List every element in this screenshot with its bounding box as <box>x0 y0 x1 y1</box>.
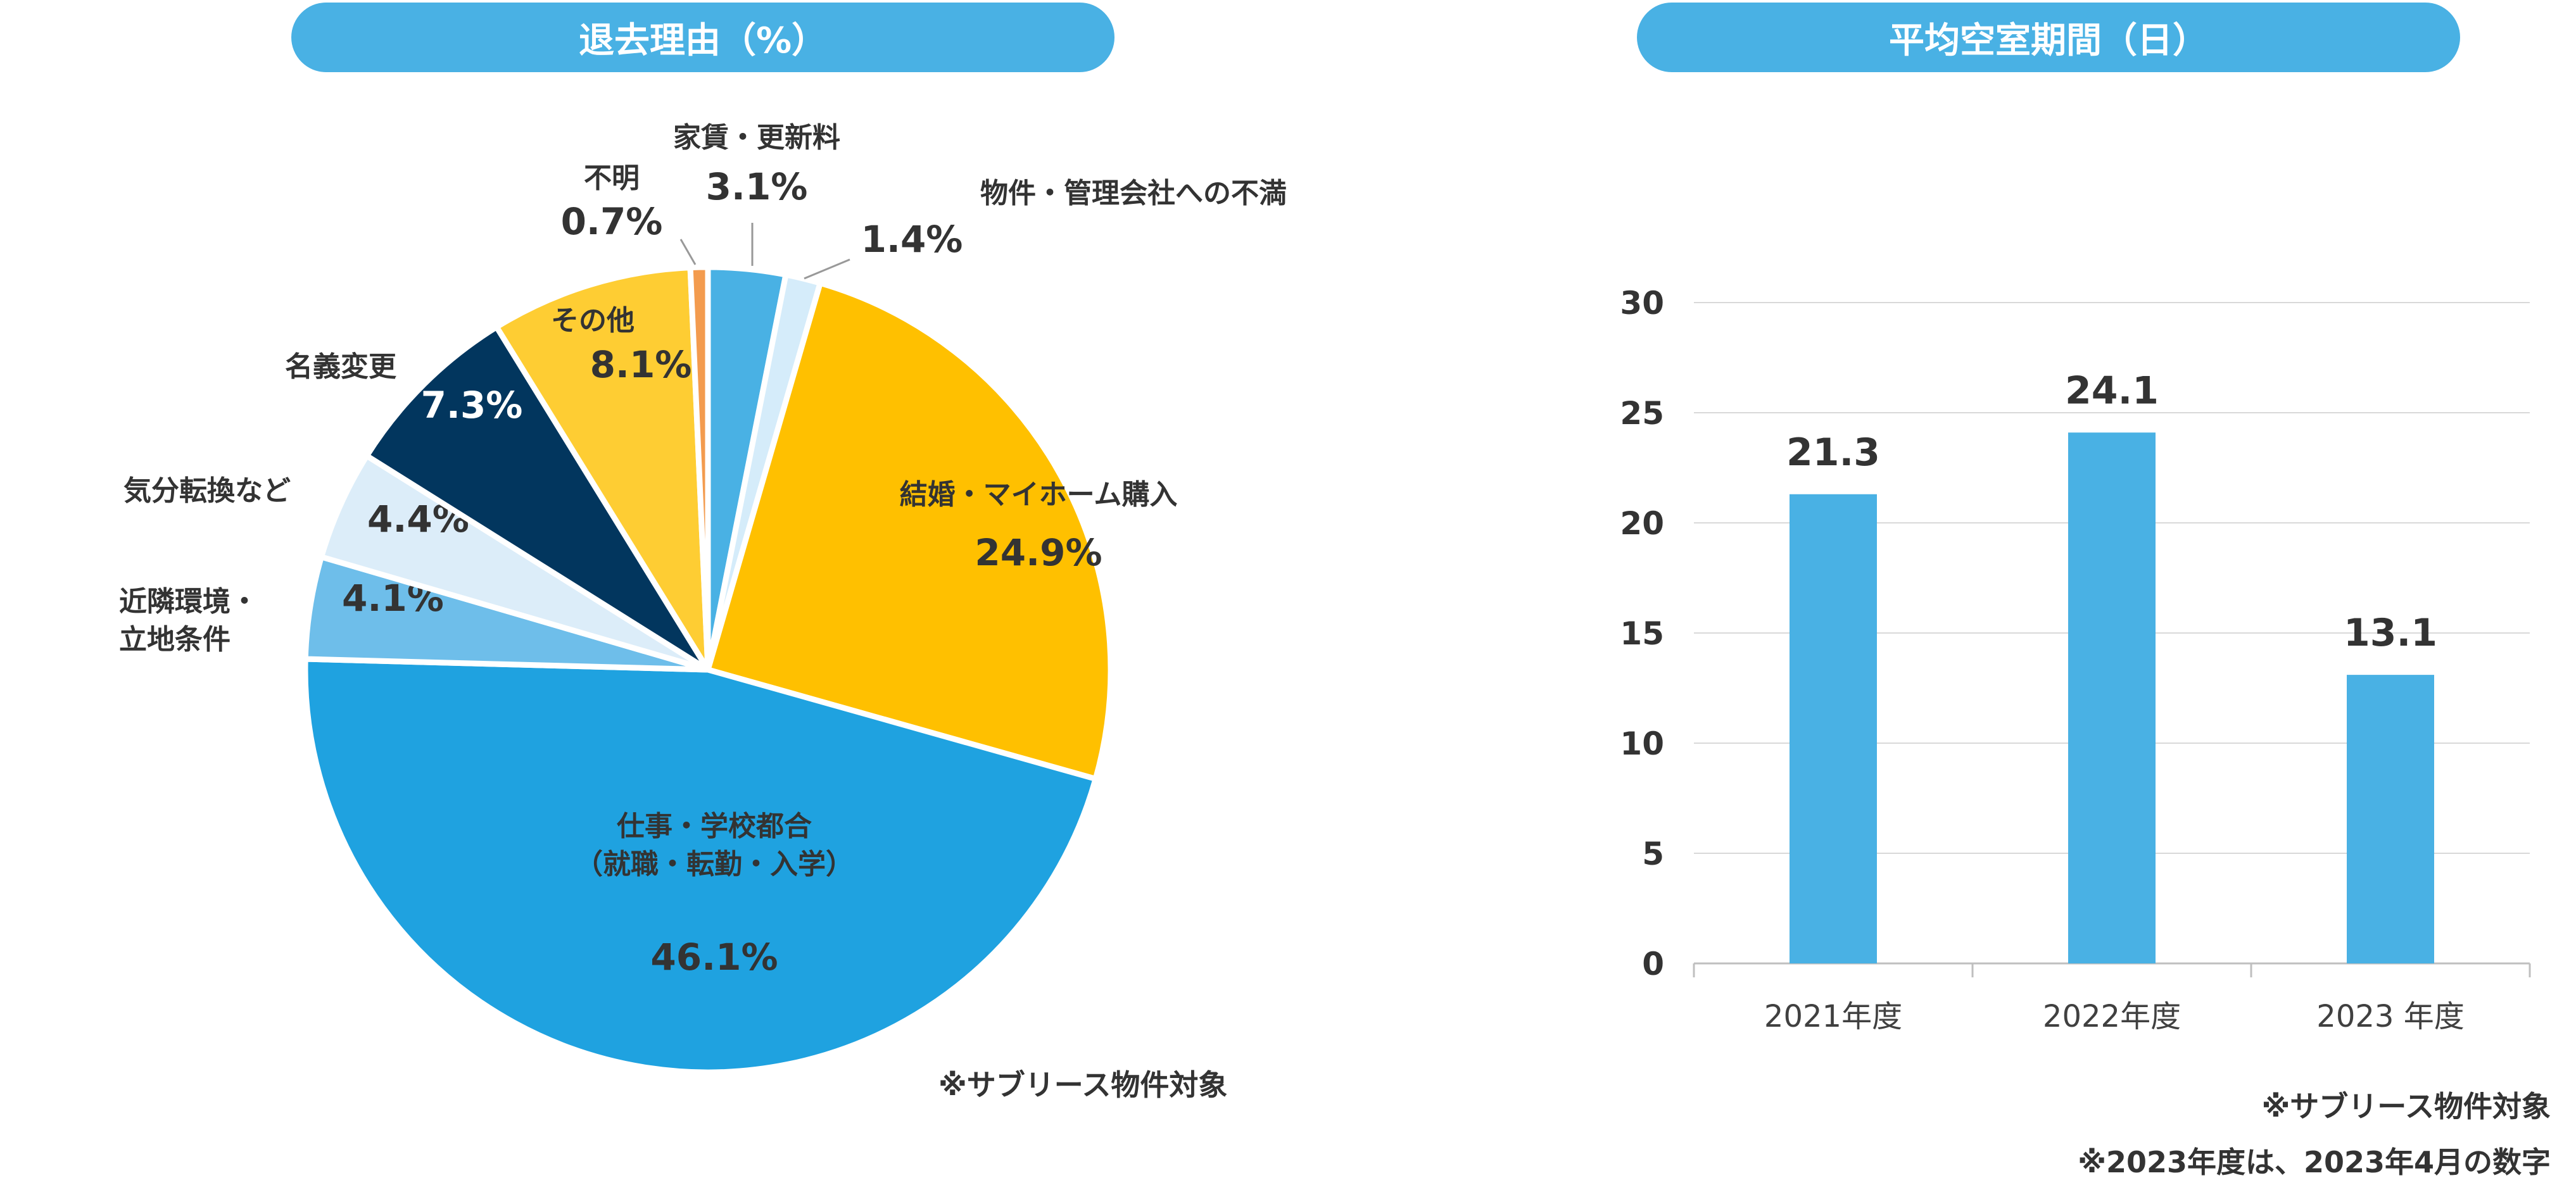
slice-value-label: 8.1% <box>590 343 692 386</box>
y-tick-label: 30 <box>1620 285 1664 322</box>
pie-slice <box>705 280 1114 782</box>
bar-value-label: 21.3 <box>1786 430 1880 475</box>
slice-label: 不明 <box>584 162 640 194</box>
slice-value-label: 0.7% <box>561 200 663 243</box>
bar-chart-title: 平均空室期間（日） <box>1637 3 2460 72</box>
slice-value-label: 1.4% <box>861 218 963 261</box>
leader-line <box>804 258 850 280</box>
slice-label: 家賃・更新料 <box>673 122 840 154</box>
slice-label: その他 <box>551 304 635 337</box>
slice-value-label: 46.1% <box>650 936 778 979</box>
y-tick-label: 25 <box>1620 395 1664 432</box>
y-tick-label: 5 <box>1642 836 1664 872</box>
pie-slice <box>687 264 711 673</box>
slice-label: 結婚・マイホーム購入 <box>900 479 1178 511</box>
slice-label: 気分転換など <box>123 475 291 507</box>
bar <box>1790 494 1877 963</box>
slice-label: 仕事・学校都合 <box>617 810 812 843</box>
x-tick-label: 2022年度 <box>2043 999 2181 1034</box>
pie-chart-title: 退去理由（%） <box>291 3 1114 72</box>
x-tick-label: 2023 年度 <box>2316 999 2464 1034</box>
slice-value-label: 7.3% <box>421 384 523 427</box>
bar <box>2347 675 2434 963</box>
slice-label: 近隣環境・ <box>119 586 258 618</box>
y-tick-label: 0 <box>1642 946 1664 982</box>
pie-slice <box>302 656 1099 1075</box>
slice-label: 立地条件 <box>119 624 230 656</box>
bar-note-2023: ※2023年度は、2023年4月の数字 <box>2078 1145 2551 1179</box>
bar-value-label: 24.1 <box>2065 368 2159 413</box>
bar-note-sublease: ※サブリース物件対象 <box>2261 1089 2551 1124</box>
x-tick-label: 2021年度 <box>1764 999 1902 1034</box>
pie-slice <box>493 265 711 673</box>
slice-value-label: 24.9% <box>975 531 1102 574</box>
bar <box>2068 432 2156 963</box>
leader-line <box>679 239 697 265</box>
pie-slice <box>363 324 711 673</box>
bar-value-label: 13.1 <box>2344 611 2437 655</box>
y-tick-label: 10 <box>1620 725 1664 762</box>
y-tick-label: 20 <box>1620 505 1664 542</box>
pie-note: ※サブリース物件対象 <box>938 1068 1228 1102</box>
slice-label: （就職・転勤・入学） <box>575 848 854 881</box>
y-tick-label: 15 <box>1620 615 1664 652</box>
slice-value-label: 3.1% <box>706 165 808 208</box>
slice-label: 物件・管理会社への不満 <box>980 177 1287 210</box>
slice-label: 名義変更 <box>285 351 397 383</box>
